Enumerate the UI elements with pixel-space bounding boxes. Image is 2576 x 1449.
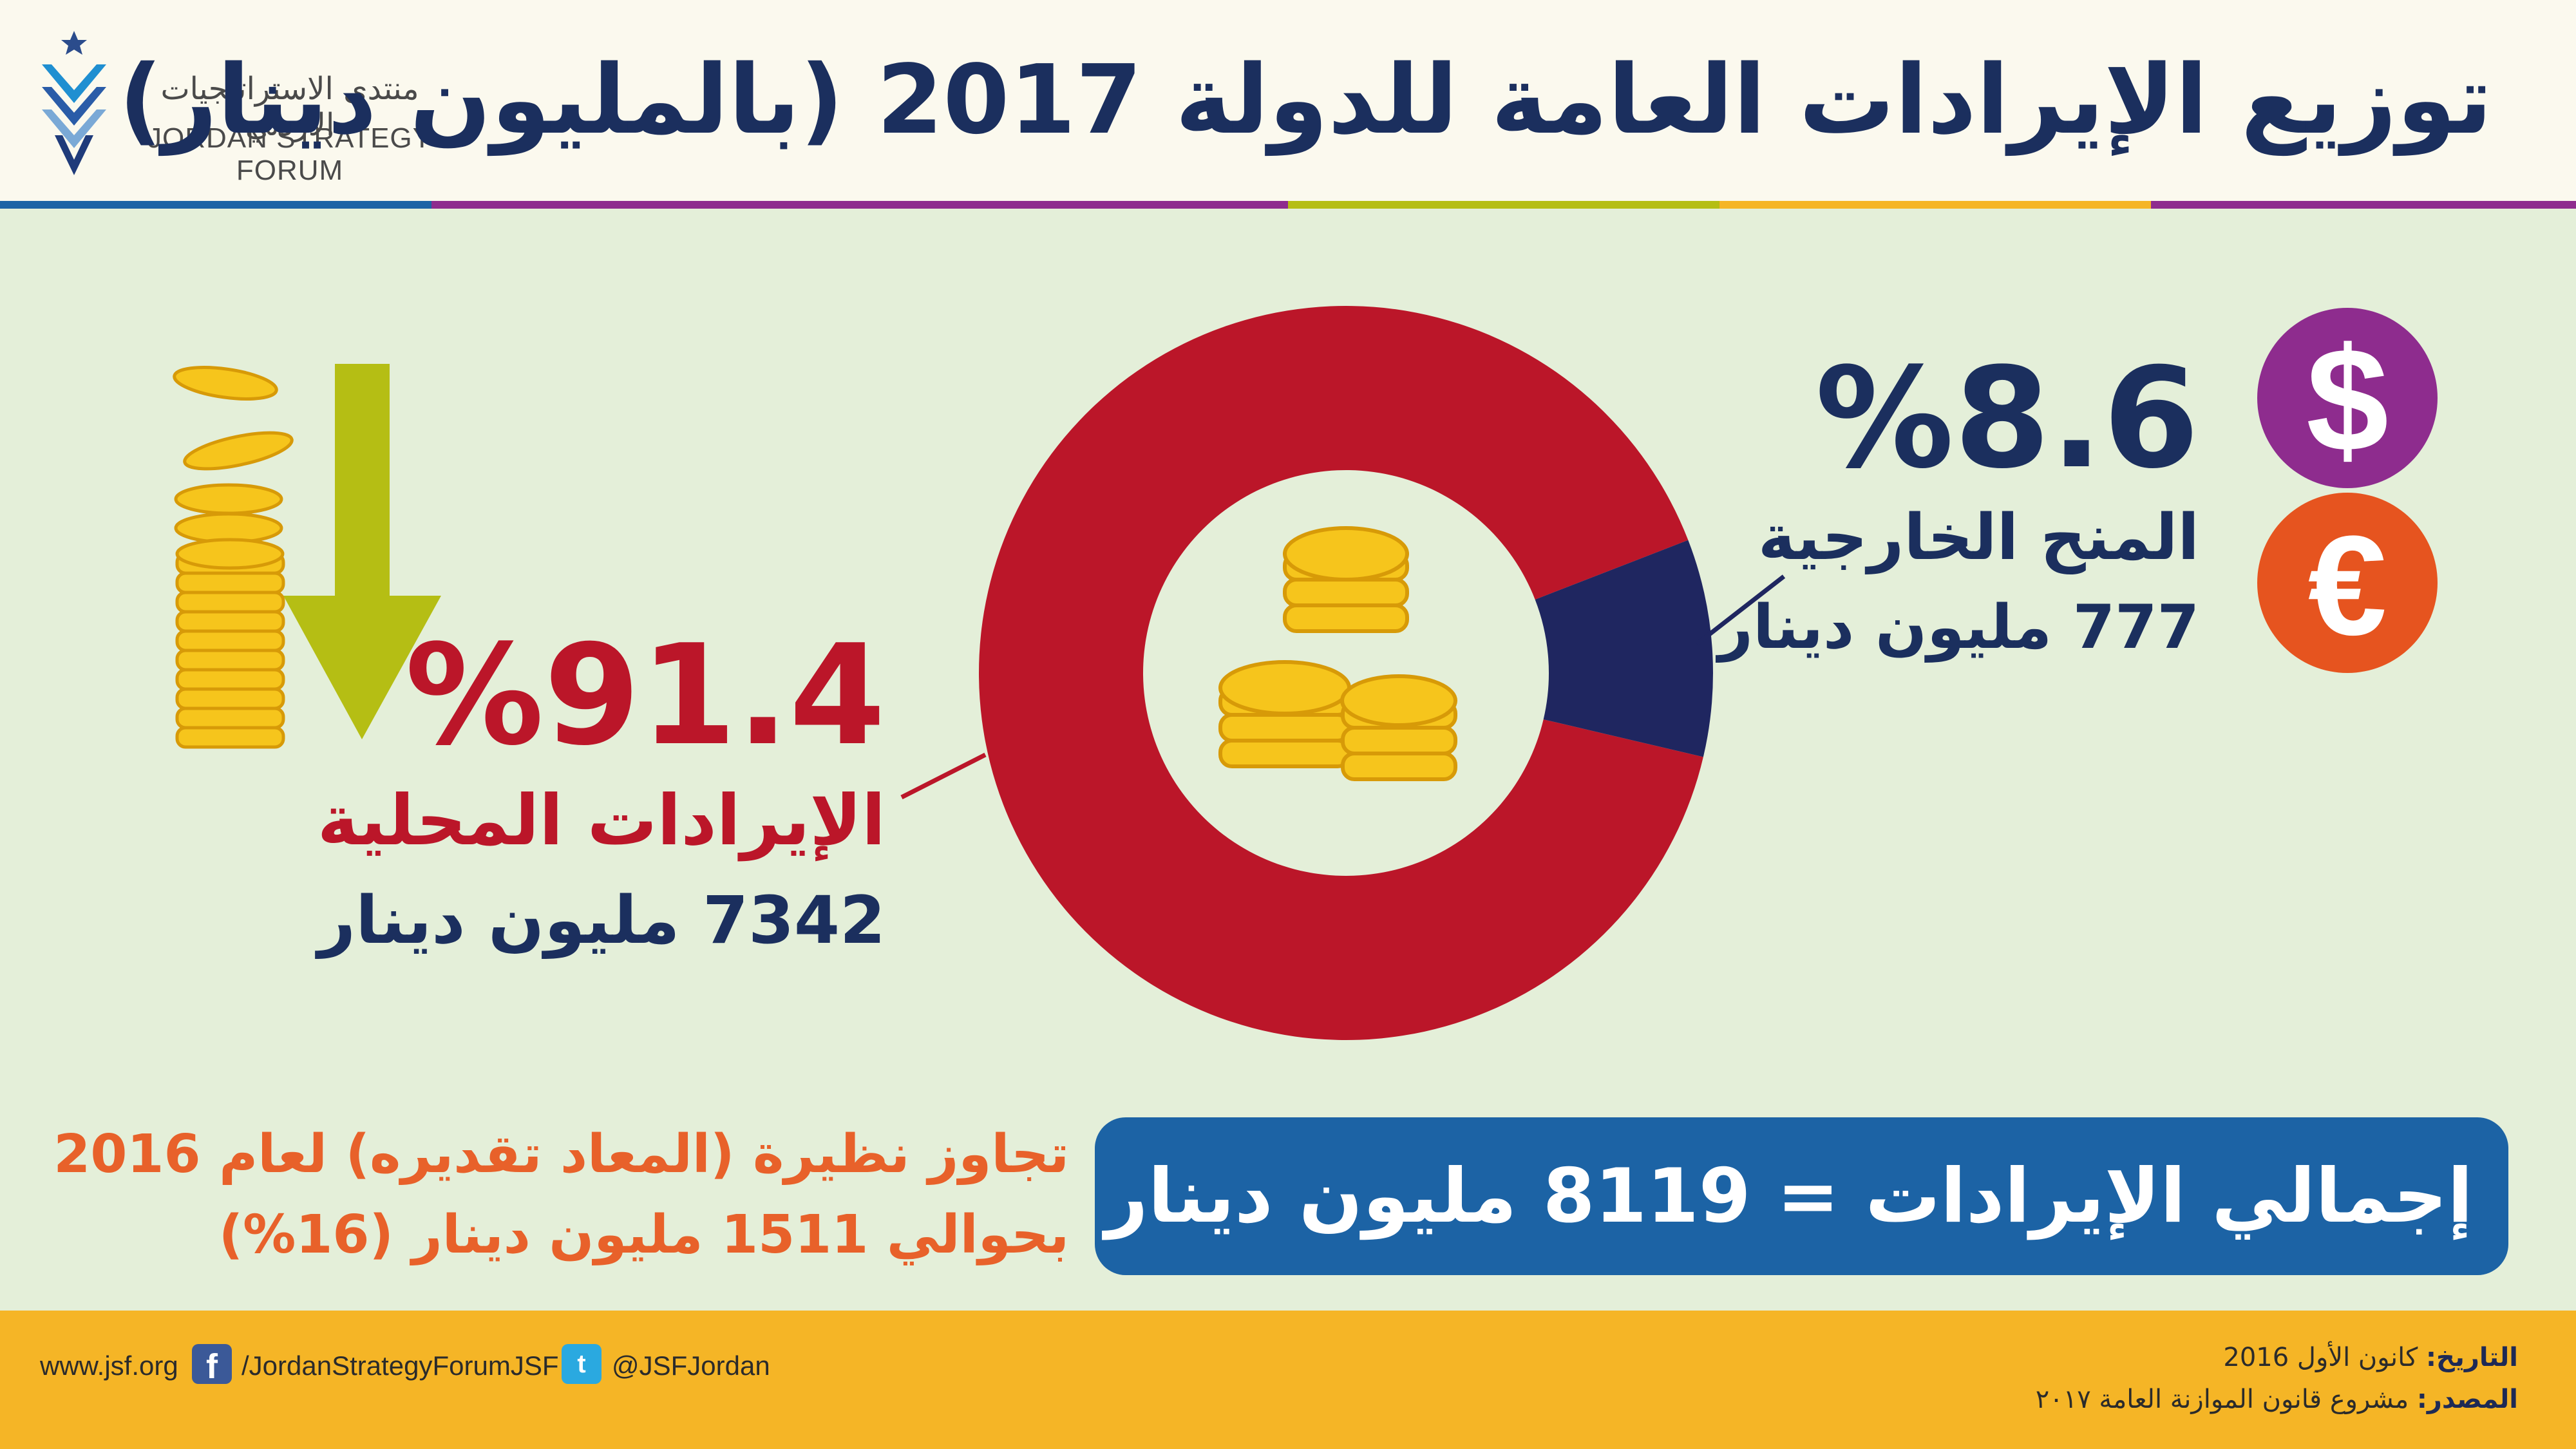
dollar-icon: $ xyxy=(2306,317,2389,482)
coin-stack-icon xyxy=(173,366,294,749)
twitter-link[interactable]: @JSFJordan xyxy=(612,1350,770,1381)
logo-english-text: JORDAN STRATEGY FORUM xyxy=(147,122,432,186)
source-line: المصدر: مشروع قانون الموازنة العامة ٢٠١٧ xyxy=(1938,1385,2518,1414)
euro-circle xyxy=(2257,493,2438,673)
comparison-note-line1: تجاوز نظيرة (المعاد تقديره) لعام 2016 xyxy=(53,1124,1069,1185)
comparison-note-line2: بحوالي 1511 مليون دينار (16%) xyxy=(218,1204,1069,1265)
source-value: مشروع قانون الموازنة العامة ٢٠١٧ xyxy=(2035,1385,2409,1414)
footer-bar: www.jsf.org f /JordanStrategyForumJSF t … xyxy=(0,1311,2576,1449)
stripe-olive xyxy=(1288,201,1719,209)
domestic-connector-line xyxy=(900,752,987,800)
domestic-label: الإيرادات المحلية xyxy=(317,781,886,861)
grants-connector-line xyxy=(1695,574,1786,646)
source-label: المصدر: xyxy=(2416,1385,2518,1414)
donut-slice-domestic xyxy=(979,305,1703,1041)
logo-arabic-text: منتدى الاستراتيجيات الأردني xyxy=(160,71,419,143)
stripe-purple-2 xyxy=(2151,201,2576,209)
jsf-logo-icon xyxy=(42,31,106,175)
stripe-orange xyxy=(1719,201,2151,209)
domestic-percent: %91.4 xyxy=(405,614,886,776)
facebook-link[interactable]: /JordanStrategyForumJSF xyxy=(242,1350,559,1381)
stripe-purple xyxy=(431,201,1288,209)
dollar-circle xyxy=(2257,308,2438,488)
down-arrow-icon xyxy=(283,364,441,739)
total-revenue-text: إجمالي الإيرادات = 8119 مليون دينار xyxy=(1104,1153,2473,1240)
coins-icon xyxy=(1218,526,1457,781)
page-title: توزيع الإيرادات العامة للدولة 2017 (بالم… xyxy=(118,44,2493,155)
date-value: كانون الأول 2016 xyxy=(2223,1343,2418,1372)
date-label: التاريخ: xyxy=(2426,1343,2518,1372)
header-bar xyxy=(0,0,2576,201)
facebook-icon[interactable]: f xyxy=(192,1344,232,1386)
twitter-icon[interactable]: t xyxy=(562,1344,601,1384)
donut-slice-grants xyxy=(1535,540,1714,757)
website-link[interactable]: www.jsf.org xyxy=(40,1350,178,1381)
euro-icon: € xyxy=(2308,506,2387,665)
stripe-blue xyxy=(0,201,431,209)
domestic-value: 7342 مليون دينار xyxy=(317,882,886,959)
date-line: التاريخ: كانون الأول 2016 xyxy=(1938,1343,2518,1372)
grants-label: المنح الخارجية xyxy=(1757,501,2199,574)
grants-value: 777 مليون دينار xyxy=(1718,592,2199,663)
total-revenue-box: إجمالي الإيرادات = 8119 مليون دينار xyxy=(1095,1117,2508,1275)
grants-percent: %8.6 xyxy=(1815,337,2199,499)
